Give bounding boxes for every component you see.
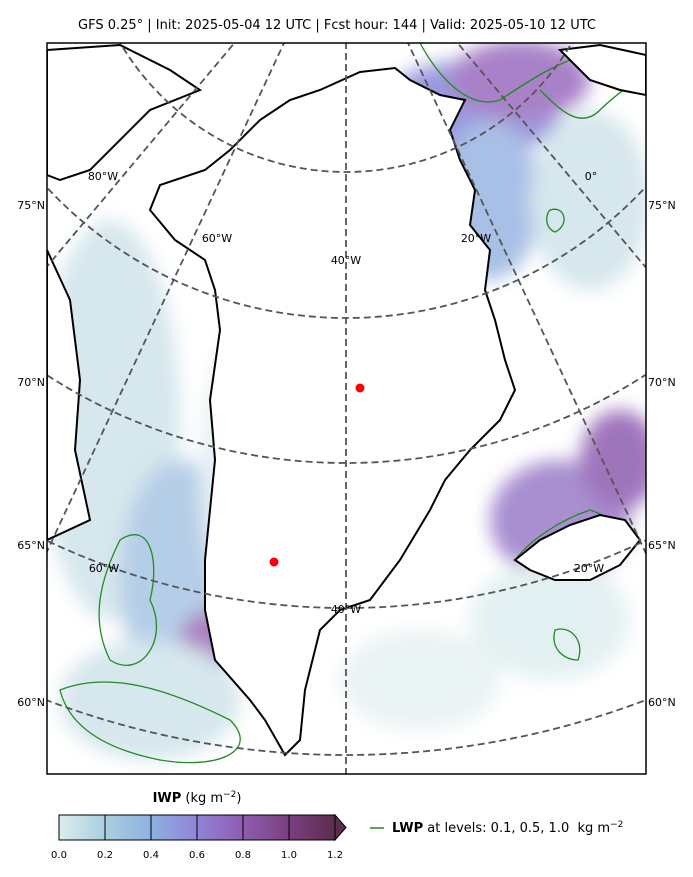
lon-label: 20°W — [461, 232, 491, 245]
lat-label: 75°N — [648, 199, 676, 212]
legend-exp: −2 — [610, 820, 623, 830]
colorbar-tick-label: 0.6 — [189, 850, 205, 861]
lon-label: 60°W — [202, 232, 232, 245]
colorbar-segment — [151, 815, 197, 840]
colorbar-tick-label: 0.4 — [143, 850, 159, 861]
svalbard-coast — [557, 43, 646, 97]
colorbar-segment — [289, 815, 335, 840]
colorbar-var: IWP — [153, 791, 182, 806]
title: GFS 0.25° | Init: 2025-05-04 12 UTC | Fc… — [78, 18, 596, 33]
lon-label: 60°W — [89, 562, 119, 575]
graticule — [47, 43, 646, 774]
lat-label: 60°N — [648, 696, 676, 709]
lon-label: 80°W — [88, 170, 118, 183]
colorbar-extend — [334, 813, 347, 842]
lat-label: 70°N — [17, 376, 45, 389]
colorbar-tick-label: 0.0 — [51, 850, 67, 861]
colorbar-segment — [243, 815, 289, 840]
colorbar-tick-label: 0.2 — [97, 850, 113, 861]
colorbar-close: ) — [236, 791, 241, 806]
colorbar-exp: −2 — [223, 790, 236, 800]
legend-text: LWP at levels: 0.1, 0.5, 1.0 kg m−2 — [392, 820, 623, 836]
colorbar-segment — [105, 815, 151, 840]
lat-label: 65°N — [17, 539, 45, 552]
lat-label: 70°N — [648, 376, 676, 389]
map: 80°W 0° 60°W 20°W 40°W 60°W 20°W 40°W — [47, 43, 646, 774]
baffin-coast — [47, 249, 92, 542]
legend-var: LWP — [392, 821, 423, 836]
lon-label: 0° — [585, 170, 598, 183]
lat-label: 65°N — [648, 539, 676, 552]
lon-label: 40°W — [331, 603, 361, 616]
colorbar: 0.0 0.2 0.4 0.6 0.8 1.0 1.2 — [51, 813, 347, 861]
colorbar-unit: (kg m — [185, 791, 223, 806]
colorbar-label: IWP (kg m−2) — [153, 790, 242, 806]
colorbar-segment — [197, 815, 243, 840]
canada-coast — [47, 43, 203, 182]
colorbar-tick-label: 0.8 — [235, 850, 251, 861]
legend-levels: at levels: 0.1, 0.5, 1.0 kg m — [423, 821, 610, 836]
map-frame — [46, 42, 647, 775]
site-marker — [355, 383, 365, 393]
site-marker — [269, 557, 279, 567]
colorbar-tick-label: 1.2 — [327, 850, 343, 861]
lat-label: 60°N — [17, 696, 45, 709]
colorbar-segment — [59, 815, 105, 840]
colorbar-tick-label: 1.0 — [281, 850, 297, 861]
lon-label: 40°W — [331, 254, 361, 267]
lon-label: 20°W — [574, 562, 604, 575]
greenland-coast — [148, 66, 517, 757]
lat-label: 75°N — [17, 199, 45, 212]
